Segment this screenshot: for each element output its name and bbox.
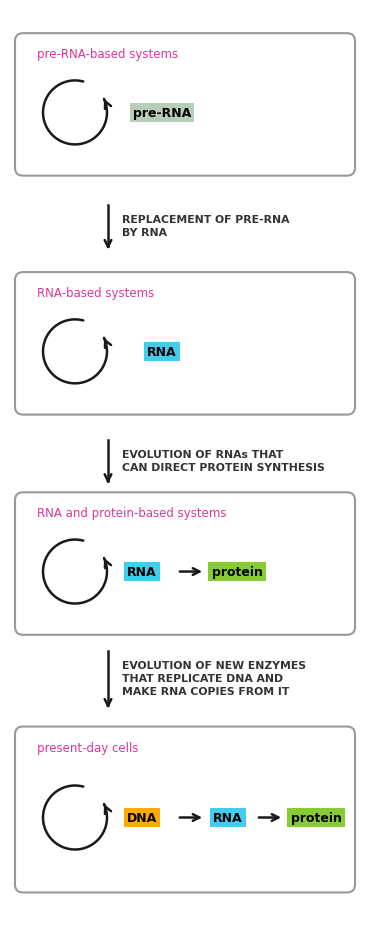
Text: RNA: RNA bbox=[147, 345, 177, 358]
Text: pre-RNA-based systems: pre-RNA-based systems bbox=[37, 48, 178, 61]
Text: protein: protein bbox=[290, 812, 342, 824]
Text: CAN DIRECT PROTEIN SYNTHESIS: CAN DIRECT PROTEIN SYNTHESIS bbox=[122, 462, 325, 472]
Text: present-day cells: present-day cells bbox=[37, 740, 138, 753]
Text: DNA: DNA bbox=[127, 812, 157, 824]
Text: EVOLUTION OF NEW ENZYMES: EVOLUTION OF NEW ENZYMES bbox=[122, 661, 306, 670]
Text: REPLACEMENT OF PRE-RNA: REPLACEMENT OF PRE-RNA bbox=[122, 215, 289, 225]
Text: RNA and protein-based systems: RNA and protein-based systems bbox=[37, 506, 226, 519]
Text: protein: protein bbox=[212, 565, 262, 578]
Text: THAT REPLICATE DNA AND: THAT REPLICATE DNA AND bbox=[122, 674, 283, 683]
Text: RNA: RNA bbox=[213, 812, 243, 824]
FancyBboxPatch shape bbox=[15, 726, 355, 893]
Text: RNA: RNA bbox=[127, 565, 157, 578]
Text: MAKE RNA COPIES FROM IT: MAKE RNA COPIES FROM IT bbox=[122, 687, 289, 696]
Text: RNA-based systems: RNA-based systems bbox=[37, 286, 154, 300]
Text: pre-RNA: pre-RNA bbox=[133, 107, 191, 120]
Text: BY RNA: BY RNA bbox=[122, 228, 167, 238]
FancyBboxPatch shape bbox=[15, 272, 355, 416]
FancyBboxPatch shape bbox=[15, 492, 355, 636]
FancyBboxPatch shape bbox=[15, 34, 355, 177]
Text: EVOLUTION OF RNAs THAT: EVOLUTION OF RNAs THAT bbox=[122, 449, 283, 459]
